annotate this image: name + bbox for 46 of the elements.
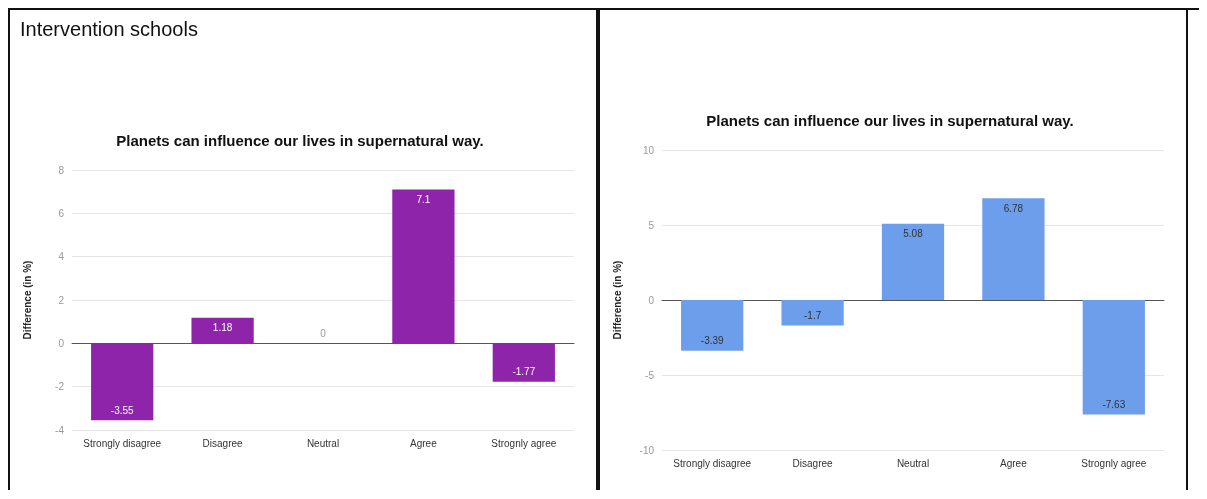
data-label: 7.1 xyxy=(416,194,431,205)
y-tick-label: -5 xyxy=(645,369,655,381)
bar xyxy=(91,343,154,421)
x-tick-label: Disagree xyxy=(202,437,244,449)
x-tick-label: Agree xyxy=(410,437,438,449)
y-tick-label: -2 xyxy=(55,381,65,393)
x-tick-label: Agree xyxy=(1000,457,1028,469)
bar xyxy=(982,198,1045,300)
x-tick-label: Disagree xyxy=(792,457,834,469)
data-label: 6.78 xyxy=(1003,202,1024,214)
y-axis-title: Difference (in %) xyxy=(21,260,33,340)
data-label: -1.77 xyxy=(512,366,536,378)
data-label: -7.63 xyxy=(1102,398,1126,410)
bar xyxy=(681,300,744,351)
data-label: -3.39 xyxy=(700,335,725,347)
x-tick-label: Strongly disagree xyxy=(673,457,752,469)
x-tick-label: Strognly agree xyxy=(1081,457,1147,469)
chart-title: Planets can influence our lives in supernatural way. xyxy=(116,132,484,149)
bar xyxy=(191,317,254,344)
y-tick-label: 4 xyxy=(58,251,65,263)
y-tick-label: 10 xyxy=(642,144,655,156)
y-tick-label: 0 xyxy=(648,294,655,306)
data-label: -1.7 xyxy=(803,310,822,321)
x-tick-label: Neutral xyxy=(306,437,340,449)
bar xyxy=(1082,300,1145,415)
bar xyxy=(492,343,555,382)
text: Intervention schools xyxy=(20,18,199,41)
y-tick-label: 0 xyxy=(58,337,65,349)
bar xyxy=(881,223,945,300)
y-tick-label: 2 xyxy=(58,294,65,306)
data-label: -3.55 xyxy=(110,404,135,416)
y-tick-label: 5 xyxy=(648,219,655,231)
y-tick-label: -10 xyxy=(639,444,655,456)
x-tick-label: Strongly disagree xyxy=(83,437,162,449)
y-tick-label: 8 xyxy=(58,164,65,176)
y-tick-label: 6 xyxy=(58,207,65,219)
data-label: 0 xyxy=(320,327,327,339)
y-axis-title: Difference (in %) xyxy=(611,260,623,340)
chart-title: Planets can influence our lives in supernatural way. xyxy=(706,112,1074,129)
bar xyxy=(781,300,844,326)
y-tick-label: -4 xyxy=(55,424,65,436)
data-label: 1.18 xyxy=(212,322,233,334)
data-label: 5.08 xyxy=(903,228,924,240)
x-tick-label: Neutral xyxy=(896,457,930,469)
bar xyxy=(392,189,455,344)
x-tick-label: Strognly agree xyxy=(491,437,557,449)
